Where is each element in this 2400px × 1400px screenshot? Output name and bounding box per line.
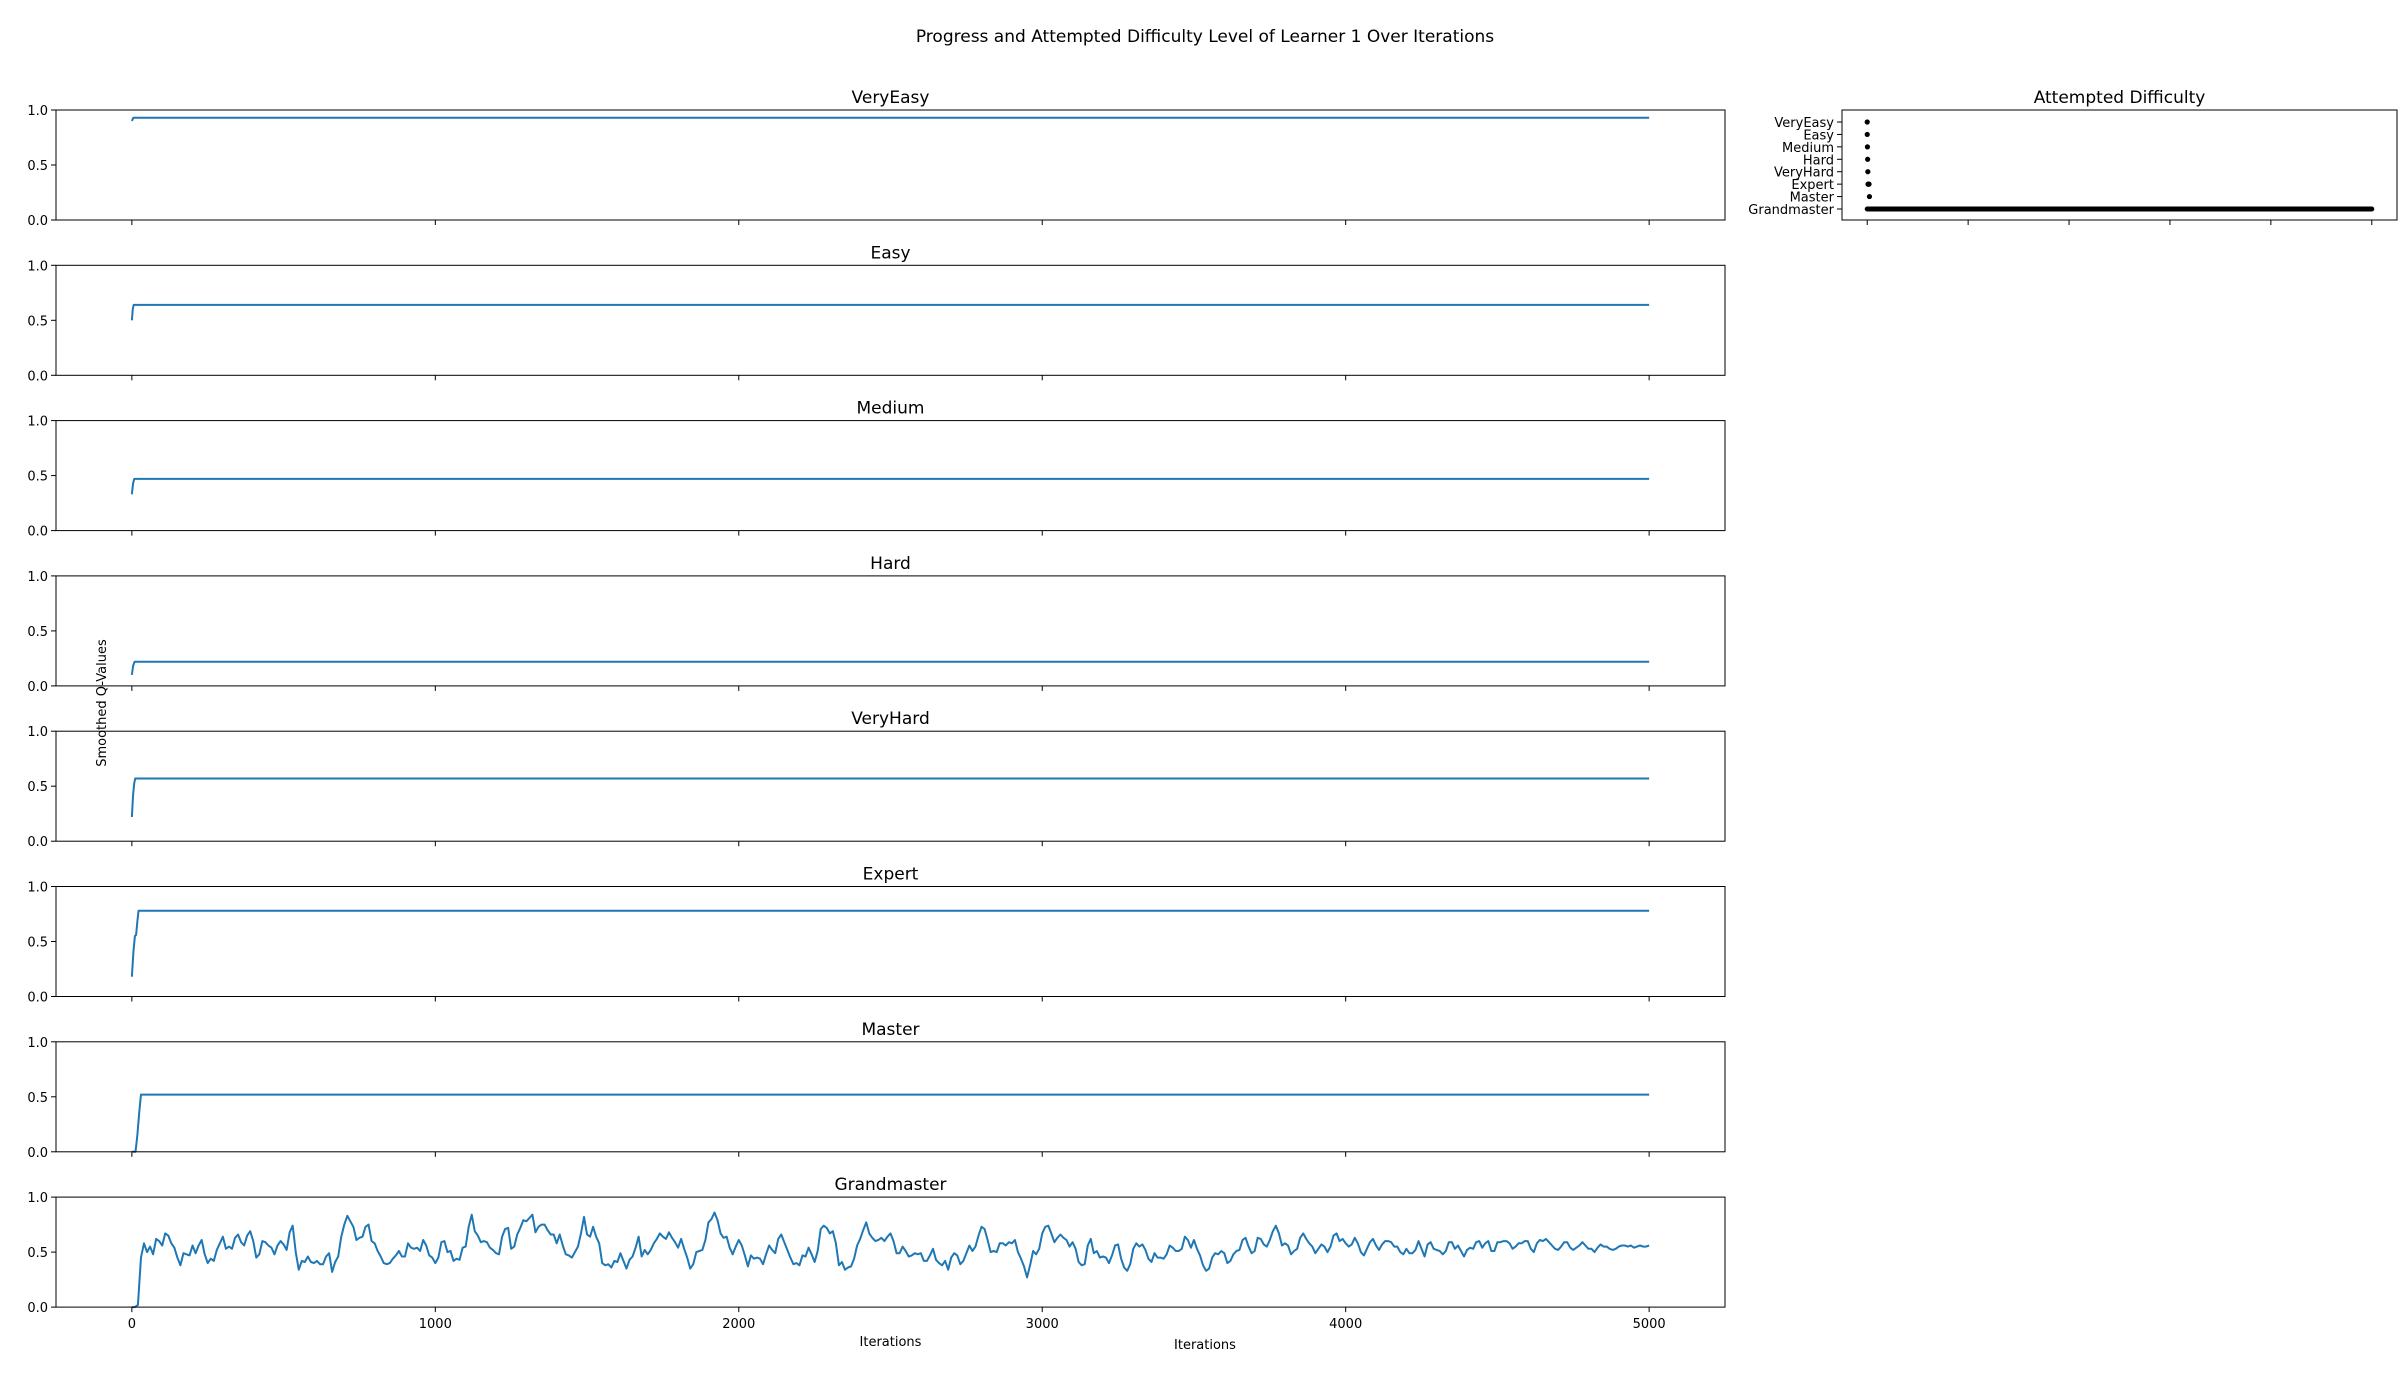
y-tick-label: 1.0 [27, 259, 48, 274]
scatter-point-medium [1864, 144, 1871, 150]
y-tick-label: 0.5 [27, 936, 48, 951]
scatter-point-veryeasy [1864, 119, 1870, 125]
x-tick-label: 5000 [1633, 1317, 1666, 1332]
category-label-master: Master [1790, 191, 1835, 206]
subplot-expert: Expert 0.0 0.5 1.0 [27, 865, 1726, 1006]
subplot-hard: Hard 0.0 0.5 1.0 [27, 554, 1726, 695]
axes-frame [55, 1196, 1726, 1308]
subplot-title-expert: Expert [863, 865, 919, 885]
subplot-grandmaster: Grandmaster 0.0 0.5 1.0 0 1000 2000 3000 4000 500… [27, 1175, 1726, 1350]
series-line-master [131, 1093, 1650, 1153]
y-tick-label: 0.5 [27, 314, 48, 329]
category-label-easy: Easy [1803, 128, 1834, 143]
axes-frame [55, 575, 1726, 687]
figure-suptitle: Progress and Attempted Difficulty Level … [916, 27, 1494, 47]
y-tick-label: 0.5 [27, 1246, 48, 1261]
series-line-hard [130, 660, 1650, 676]
scatter-point-easy [1864, 131, 1870, 138]
scatter-point-expert [1866, 181, 1872, 187]
category-label-veryeasy: VeryEasy [1774, 116, 1834, 131]
figure-xlabel: Iterations [1174, 1338, 1236, 1353]
subplot-title-attempted-difficulty: Attempted Difficulty [2034, 88, 2206, 108]
subplot-title-veryhard: VeryHard [851, 709, 930, 729]
y-tick-label: 0.5 [27, 780, 48, 795]
y-tick-label: 0.0 [27, 1301, 48, 1316]
category-label-hard: Hard [1803, 153, 1834, 168]
y-tick-label: 1.0 [27, 570, 48, 585]
axes-frame [55, 420, 1726, 532]
x-tick-label: 2000 [722, 1317, 755, 1332]
subplots: VeryEasy 0.0 0.5 1.0 Easy 0.0 0.5 1.0 Medium 0.0 0… [27, 88, 2398, 1350]
subplot-veryeasy: VeryEasy 0.0 0.5 1.0 [27, 88, 1726, 229]
subplot-attempted-difficulty: Attempted Difficulty VeryEasyEasyMediumHa… [1748, 88, 2398, 225]
axes-frame [55, 109, 1726, 221]
scatter-point-master [1866, 193, 1873, 200]
y-tick-label: 0.0 [27, 680, 48, 695]
y-tick-label: 0.5 [27, 470, 48, 485]
y-tick-label: 1.0 [27, 881, 48, 896]
y-tick-label: 0.0 [27, 1146, 48, 1161]
y-tick-label: 0.0 [27, 214, 48, 229]
series-line-easy [130, 303, 1650, 321]
subplot-master: Master 0.0 0.5 1.0 [27, 1020, 1726, 1161]
x-axis-label: Iterations [860, 1335, 922, 1350]
x-tick-label: 0 [128, 1317, 136, 1332]
subplot-medium: Medium 0.0 0.5 1.0 [27, 399, 1726, 540]
series-line-grandmaster [131, 1211, 1650, 1309]
category-label-medium: Medium [1782, 141, 1834, 156]
series-line-expert [130, 909, 1650, 977]
axes-frame [55, 264, 1726, 376]
x-tick-label: 4000 [1329, 1317, 1362, 1332]
y-tick-label: 1.0 [27, 415, 48, 430]
y-tick-label: 1.0 [27, 1191, 48, 1206]
category-label-grandmaster: Grandmaster [1748, 203, 1834, 218]
subplot-title-easy: Easy [870, 243, 910, 263]
axes-frame [55, 730, 1726, 842]
scatter-point-veryhard [1865, 169, 1871, 175]
y-tick-label: 0.0 [27, 835, 48, 850]
category-label-expert: Expert [1791, 178, 1834, 193]
y-tick-label: 0.0 [27, 991, 48, 1006]
y-tick-label: 1.0 [27, 1036, 48, 1051]
subplot-easy: Easy 0.0 0.5 1.0 [27, 243, 1726, 384]
y-tick-label: 0.0 [27, 369, 48, 384]
series-line-veryhard [130, 777, 1650, 818]
y-tick-label: 0.0 [27, 525, 48, 540]
subplot-title-veryeasy: VeryEasy [852, 88, 930, 108]
subplot-veryhard: VeryHard 0.0 0.5 1.0 [27, 709, 1726, 850]
series-line-medium [130, 477, 1650, 495]
scatter-point-hard [1865, 156, 1871, 162]
subplot-title-medium: Medium [857, 399, 925, 419]
x-tick-label: 3000 [1026, 1317, 1059, 1332]
y-tick-label: 1.0 [27, 725, 48, 740]
y-tick-label: 0.5 [27, 1091, 48, 1106]
axes-frame [1841, 109, 2398, 221]
subplot-title-hard: Hard [870, 554, 911, 574]
subplot-title-master: Master [861, 1020, 919, 1040]
axes-frame [55, 886, 1726, 997]
x-tick-label: 1000 [419, 1317, 452, 1332]
y-tick-label: 0.5 [27, 159, 48, 174]
figure-ylabel: Smoothed Q-Values [95, 639, 110, 767]
axes-frame [55, 1041, 1726, 1153]
subplot-title-grandmaster: Grandmaster [834, 1175, 946, 1195]
series-line-veryeasy [130, 116, 1650, 122]
y-tick-label: 1.0 [27, 104, 48, 119]
category-label-veryhard: VeryHard [1774, 166, 1834, 181]
y-tick-label: 0.5 [27, 625, 48, 640]
